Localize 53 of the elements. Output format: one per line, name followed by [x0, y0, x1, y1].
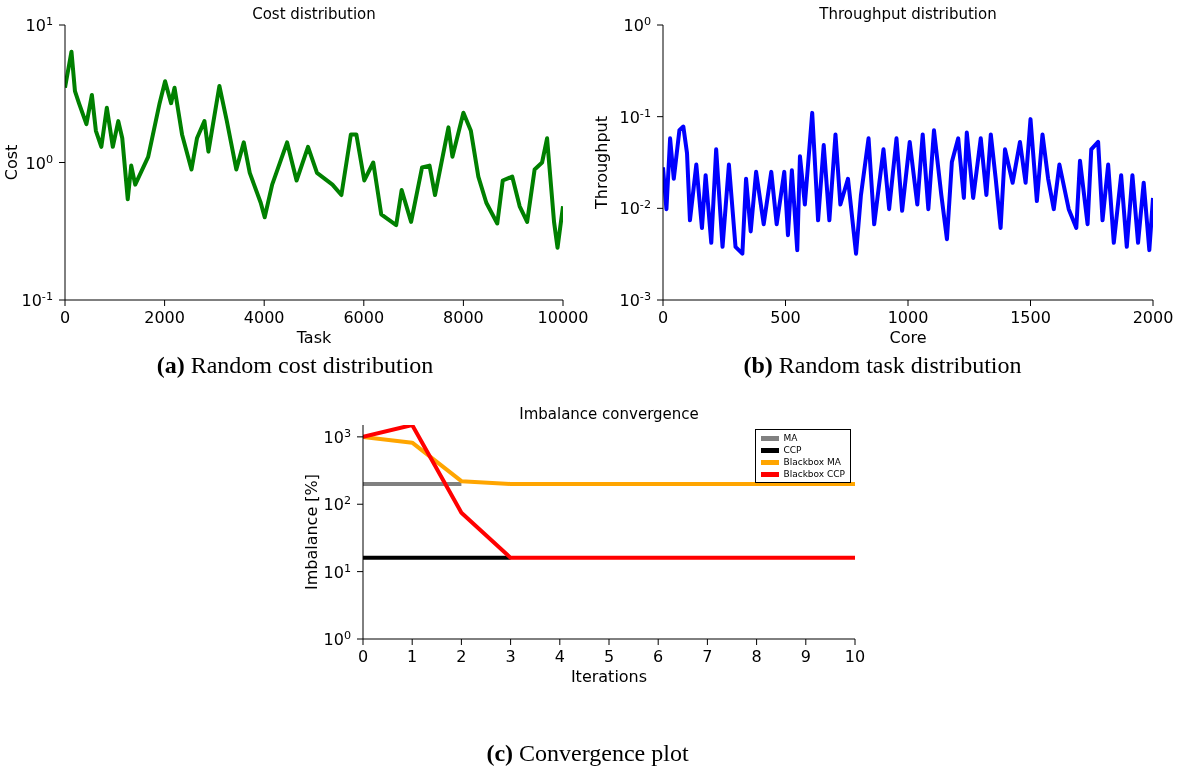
x-tick-label: 9	[800, 647, 811, 666]
x-tick-label: 2000	[144, 308, 185, 327]
x-tick-label: 0	[657, 308, 669, 327]
line-series	[363, 434, 855, 486]
y-tick-label: 10$^{-1}$	[21, 289, 53, 310]
x-tick-label: 500	[770, 308, 801, 327]
legend-label: Blackbox CCP	[783, 468, 845, 480]
y-axis-title: Throughput	[591, 116, 611, 210]
y-tick-label: 10$^{0}$	[623, 14, 651, 35]
line-series	[65, 49, 563, 250]
x-axis-title: Task	[295, 328, 332, 347]
x-tick-label: 10000	[537, 308, 589, 327]
legend-label: Blackbox MA	[783, 456, 841, 468]
x-tick-label: 0	[59, 308, 71, 327]
chart-title: Imbalance convergence	[518, 405, 700, 423]
x-tick-label: 2000	[1132, 308, 1174, 327]
x-tick-label: 8000	[443, 308, 484, 327]
x-tick-label: 5	[603, 647, 615, 666]
y-tick-label: 10$^{3}$	[323, 426, 351, 447]
chart-title: Cost distribution	[251, 5, 377, 23]
legend-label: CCP	[783, 444, 802, 456]
y-tick-label: 10$^{1}$	[323, 561, 351, 582]
text: (b) Random task distribution	[742, 352, 1023, 379]
text: (c) Convergence plot	[485, 740, 690, 767]
y-tick-label: 10$^{-2}$	[619, 197, 651, 219]
line-series	[363, 425, 855, 560]
y-tick-label: 10$^{0}$	[323, 628, 351, 649]
x-tick-label: 1500	[1010, 308, 1051, 327]
x-tick-label: 4000	[243, 308, 285, 327]
x-tick-label: 3	[505, 647, 516, 666]
x-tick-label: 6	[653, 647, 664, 666]
x-tick-label: 10	[844, 647, 866, 666]
x-tick-label: 0	[357, 647, 369, 666]
x-tick-label: 1	[407, 647, 418, 666]
x-tick-label: 8	[751, 647, 762, 666]
x-axis-title: Iterations	[570, 667, 648, 686]
y-tick-label: 10$^{0}$	[25, 152, 53, 173]
x-tick-label: 4	[554, 647, 565, 666]
y-axis-title: Cost	[1, 144, 21, 181]
y-tick-label: 10$^{1}$	[25, 14, 53, 35]
chart-title: Throughput distribution	[818, 5, 998, 23]
x-tick-label: 6000	[343, 308, 385, 327]
line-series	[663, 110, 1153, 256]
x-axis-title: Core	[889, 328, 927, 347]
x-tick-label: 2	[456, 647, 467, 666]
x-tick-label: 1000	[887, 308, 929, 327]
x-tick-label: 7	[702, 647, 713, 666]
y-tick-label: 10$^{2}$	[323, 493, 351, 515]
y-tick-label: 10$^{-3}$	[619, 289, 651, 310]
y-tick-label: 10$^{-1}$	[619, 106, 651, 127]
y-axis-title: Imbalance [%]	[301, 473, 321, 591]
legend-label: MA	[783, 432, 798, 444]
text: (a) Random cost distribution	[155, 352, 435, 379]
